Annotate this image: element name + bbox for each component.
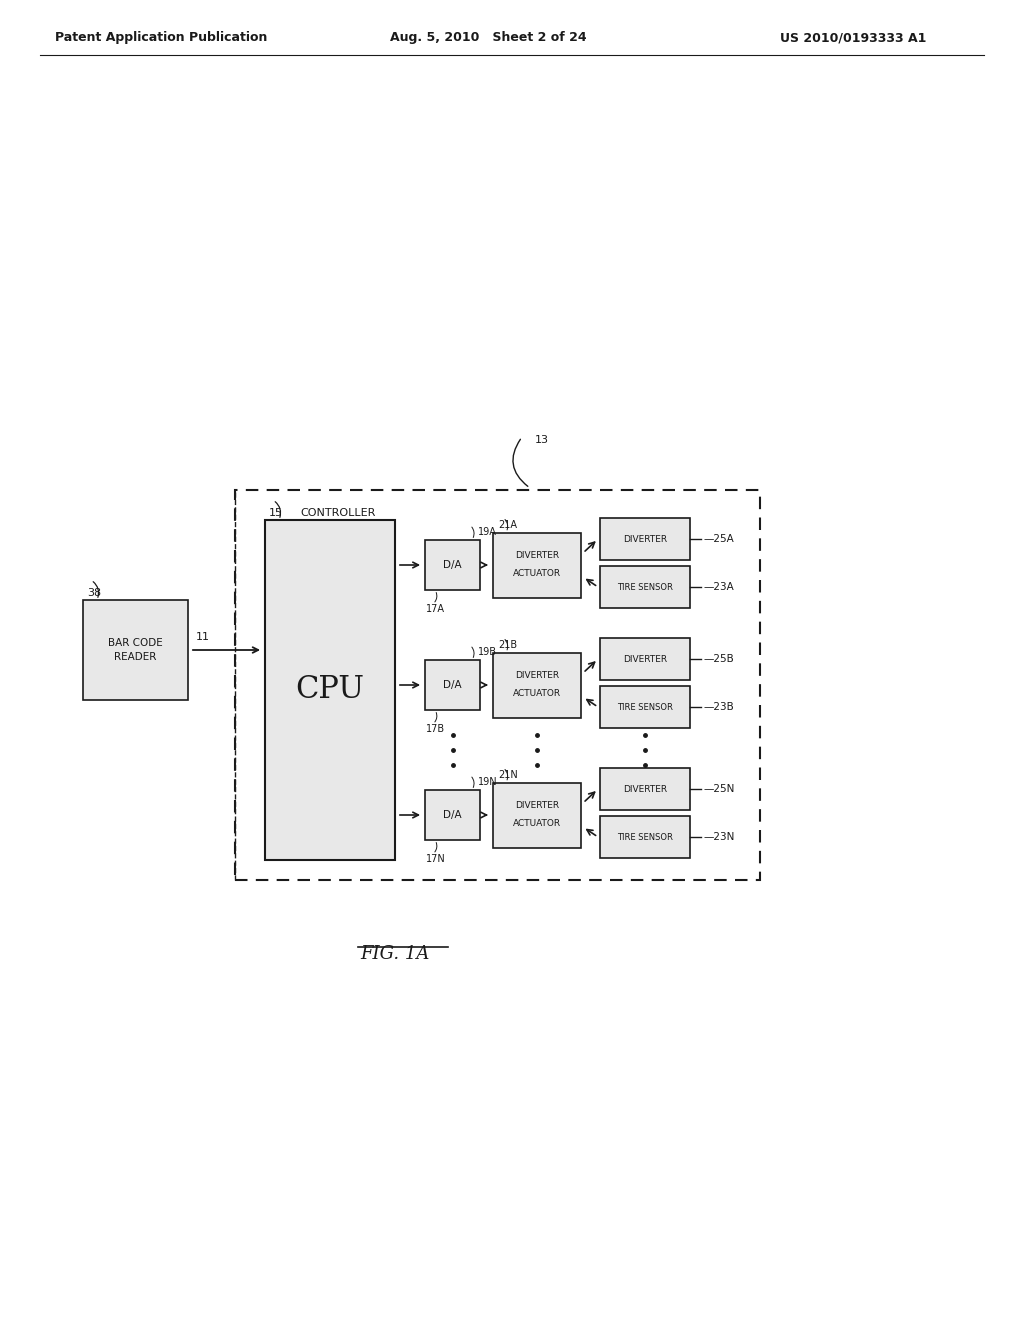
Text: 17N: 17N — [426, 854, 445, 865]
Text: —25A: —25A — [703, 535, 734, 544]
Text: 17A: 17A — [426, 605, 445, 614]
Text: D/A: D/A — [443, 810, 462, 820]
Text: FIG. 1A: FIG. 1A — [360, 945, 429, 964]
Text: ACTUATOR: ACTUATOR — [513, 689, 561, 698]
Text: —23B: —23B — [703, 702, 734, 711]
Bar — [600, 638, 690, 680]
Text: DIVERTER: DIVERTER — [623, 535, 667, 544]
Text: Patent Application Publication: Patent Application Publication — [55, 32, 267, 45]
Text: DIVERTER: DIVERTER — [515, 801, 559, 810]
Bar — [425, 540, 480, 590]
Bar — [600, 517, 690, 560]
Text: —23A: —23A — [703, 582, 734, 591]
Text: 38: 38 — [87, 587, 101, 598]
Bar — [493, 532, 581, 598]
Text: 19A: 19A — [478, 527, 497, 537]
Text: Aug. 5, 2010   Sheet 2 of 24: Aug. 5, 2010 Sheet 2 of 24 — [390, 32, 587, 45]
Text: TIRE SENSOR: TIRE SENSOR — [617, 833, 673, 842]
Bar — [83, 601, 188, 700]
Text: 17B: 17B — [426, 723, 445, 734]
Bar — [493, 783, 581, 847]
Text: —23N: —23N — [703, 832, 734, 842]
Text: TIRE SENSOR: TIRE SENSOR — [617, 582, 673, 591]
Text: 21N: 21N — [498, 770, 518, 780]
Bar — [265, 520, 395, 861]
Bar — [234, 490, 760, 880]
Text: DIVERTER: DIVERTER — [515, 672, 559, 681]
Text: CONTROLLER: CONTROLLER — [300, 508, 376, 517]
Bar — [600, 816, 690, 858]
Text: US 2010/0193333 A1: US 2010/0193333 A1 — [780, 32, 927, 45]
Text: BAR CODE
READER: BAR CODE READER — [109, 639, 163, 661]
Bar — [425, 789, 480, 840]
Text: TIRE SENSOR: TIRE SENSOR — [617, 702, 673, 711]
Text: —25N: —25N — [703, 784, 734, 795]
Text: ACTUATOR: ACTUATOR — [513, 569, 561, 578]
Text: DIVERTER: DIVERTER — [515, 552, 559, 561]
Text: 19B: 19B — [478, 647, 497, 657]
Bar — [600, 566, 690, 609]
Text: CPU: CPU — [296, 675, 365, 705]
Bar — [493, 652, 581, 718]
Text: 21A: 21A — [498, 520, 517, 529]
Text: D/A: D/A — [443, 560, 462, 570]
Text: —25B: —25B — [703, 653, 734, 664]
Text: DIVERTER: DIVERTER — [623, 784, 667, 793]
Text: 19N: 19N — [478, 777, 498, 787]
Bar — [600, 686, 690, 729]
Text: DIVERTER: DIVERTER — [623, 655, 667, 664]
Text: D/A: D/A — [443, 680, 462, 690]
Text: ACTUATOR: ACTUATOR — [513, 820, 561, 829]
Text: 11: 11 — [196, 632, 210, 642]
Text: 21B: 21B — [498, 639, 517, 649]
Bar — [425, 660, 480, 710]
Text: 13: 13 — [535, 436, 549, 445]
Text: 15: 15 — [269, 508, 283, 517]
Bar — [600, 768, 690, 810]
